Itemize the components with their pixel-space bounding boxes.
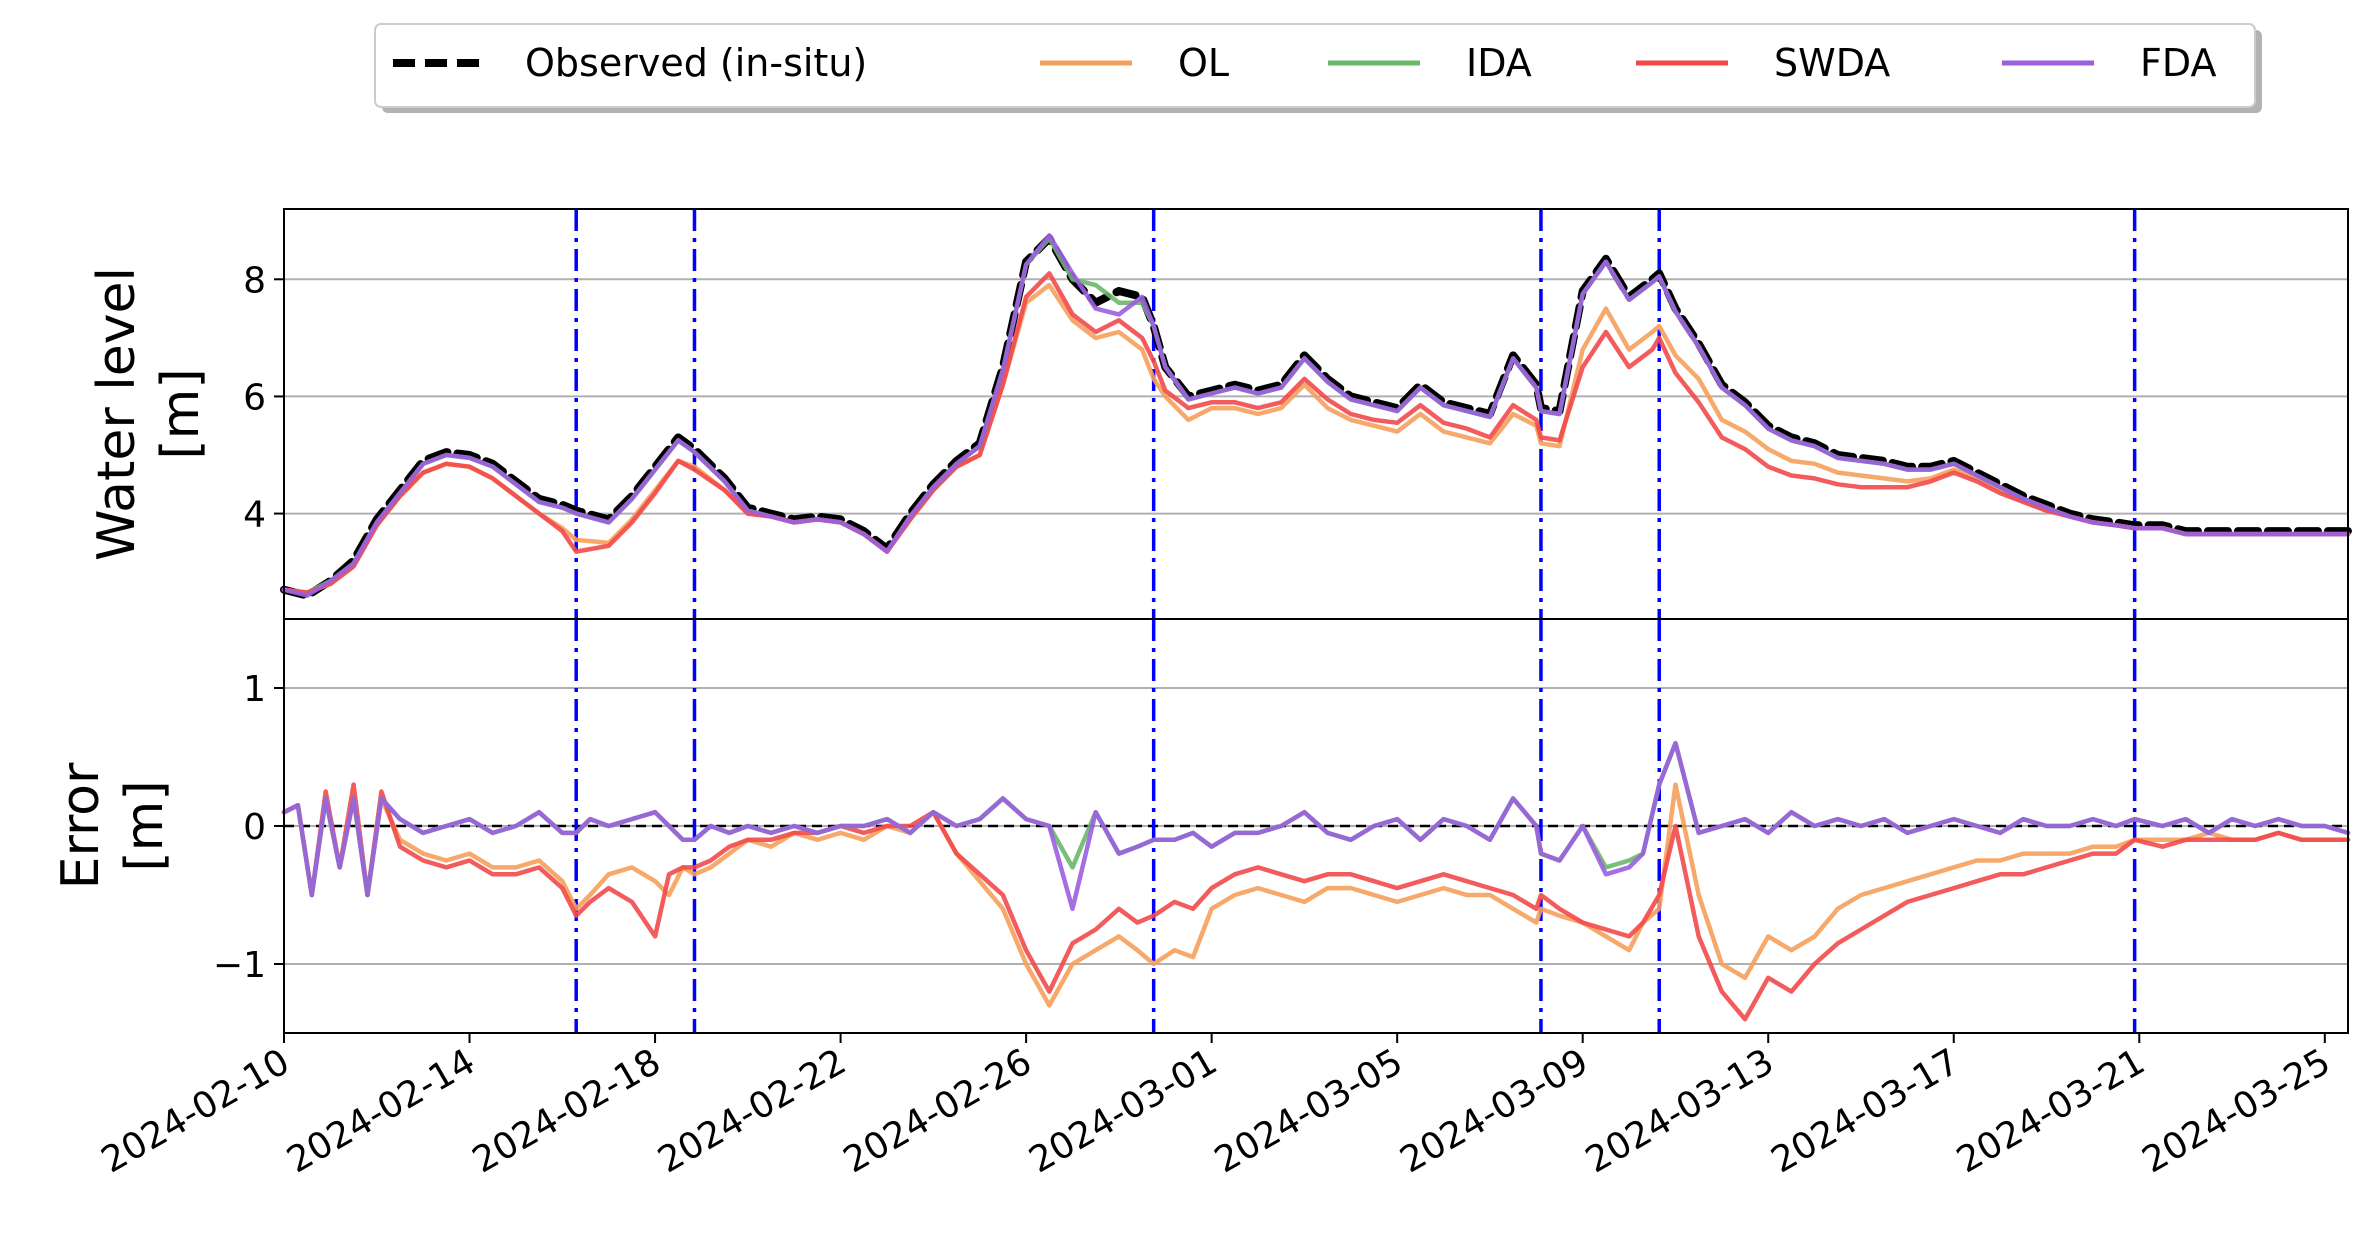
top-ytick-label: 4 xyxy=(243,495,266,536)
top-ylabel-line2: [m] xyxy=(151,368,211,459)
x-axis: 2024-02-102024-02-142024-02-182024-02-22… xyxy=(95,1033,2337,1181)
bottom-ytick-label: 1 xyxy=(243,669,266,710)
top-ytick-label: 8 xyxy=(243,260,266,301)
x-tick-label: 2024-02-26 xyxy=(837,1041,1039,1181)
bottom-ytick-label: 0 xyxy=(243,807,266,848)
legend-frame xyxy=(374,23,2256,108)
top-series-fda xyxy=(281,233,2351,598)
bottom-ytick-label: −1 xyxy=(213,945,266,986)
x-tick-label: 2024-02-18 xyxy=(466,1041,668,1181)
x-tick-label: 2024-03-05 xyxy=(1208,1041,1410,1181)
legend: Observed (in-situ) OL IDA SWDA FDA xyxy=(374,23,2262,113)
legend-label-fda: FDA xyxy=(2140,41,2216,85)
bottom-series-swda xyxy=(281,782,2351,1022)
legend-label-ida: IDA xyxy=(1466,41,1532,85)
top-ylabel-line1: Water level xyxy=(87,267,147,561)
legend-label-observed-in-situ: Observed (in-situ) xyxy=(525,41,867,85)
top-plot-frame xyxy=(283,208,2349,620)
x-tick-label: 2024-02-10 xyxy=(95,1041,297,1181)
x-tick-label: 2024-03-13 xyxy=(1579,1041,1781,1181)
x-tick-label: 2024-03-09 xyxy=(1394,1041,1596,1181)
x-tick-label: 2024-03-01 xyxy=(1022,1041,1224,1181)
bottom-series-ol xyxy=(281,782,2351,1008)
x-tick-label: 2024-03-21 xyxy=(1950,1041,2152,1181)
x-tick-label: 2024-03-17 xyxy=(1765,1041,1967,1181)
bottom-ylabel-line2: [m] xyxy=(115,780,175,871)
legend-label-swda: SWDA xyxy=(1774,41,1890,85)
x-tick-label: 2024-02-14 xyxy=(280,1041,482,1181)
top-panel: 4 6 8 Water level [m] xyxy=(87,208,2352,620)
top-series-swda xyxy=(281,271,2351,595)
top-ytick-label: 6 xyxy=(243,377,266,418)
bottom-ylabel-line1: Error xyxy=(51,762,111,889)
legend-label-ol: OL xyxy=(1178,41,1229,85)
x-tick-label: 2024-03-25 xyxy=(2136,1041,2338,1181)
bottom-series-fda xyxy=(281,740,2351,912)
bottom-panel: −1 0 1 Error [m] xyxy=(51,618,2351,1034)
x-tick-label: 2024-02-22 xyxy=(651,1041,853,1181)
